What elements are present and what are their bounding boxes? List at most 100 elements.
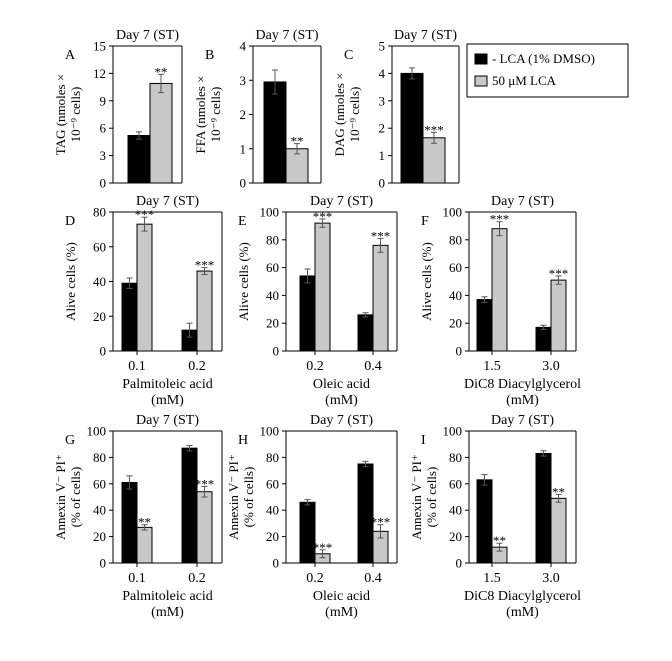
panel-title: Day 7 (ST) bbox=[394, 28, 457, 43]
panel-a: Day 7 (ST) A 0 3 6 9 12 15 TAG (nmoles ×10⁻⁹ cel… bbox=[53, 28, 183, 191]
panel-letter: B bbox=[205, 48, 214, 63]
bar-lca-plus bbox=[149, 82, 173, 184]
x-axis-label: Palmitoleic acid bbox=[122, 589, 213, 604]
x-tick-label: 0.4 bbox=[364, 359, 382, 374]
panel-i: Day 7 (ST) I 0 20 40 60 80 100 Annexin V⁻ PI⁺(% … bbox=[409, 413, 581, 620]
x-axis-label: (mM) bbox=[151, 605, 184, 620]
y-axis-label-line: Annexin V⁻ PI⁺ bbox=[53, 454, 68, 540]
significance-label: *** bbox=[490, 212, 510, 227]
x-tick-label: 0.1 bbox=[128, 359, 146, 374]
y-tick-label: 6 bbox=[100, 121, 107, 136]
panel-letter: E bbox=[238, 214, 247, 229]
y-axis-label-line: 10⁻⁹ cells) bbox=[208, 87, 223, 143]
y-tick-label: 80 bbox=[449, 232, 462, 247]
y-axis-label: DAG (nmoles ×10⁻⁹ cells) bbox=[332, 73, 362, 157]
y-axis-label: Alive cells (%) bbox=[236, 242, 251, 321]
y-tick-label: 40 bbox=[93, 274, 106, 289]
y-tick-label: 80 bbox=[93, 450, 106, 465]
significance-label: *** bbox=[135, 207, 155, 222]
y-tick-label: 20 bbox=[93, 529, 106, 544]
y-tick-label: 4 bbox=[240, 39, 247, 54]
significance-label: *** bbox=[195, 258, 215, 273]
y-tick-label: 5 bbox=[379, 39, 386, 54]
bar-lca-plus bbox=[136, 526, 153, 564]
y-tick-label: 80 bbox=[93, 205, 106, 220]
panel-letter: A bbox=[65, 48, 76, 63]
panel-e: Day 7 (ST) E 0 20 40 60 80 100 Alive cells (%) **… bbox=[236, 194, 398, 408]
bar-lca-plus bbox=[196, 270, 213, 352]
x-axis-label: (mM) bbox=[325, 605, 358, 620]
y-axis-label-line: 10⁻⁹ cells) bbox=[347, 87, 362, 143]
y-axis-label-line: DAG (nmoles × bbox=[332, 73, 347, 157]
y-tick-label: 0 bbox=[456, 344, 463, 359]
y-tick-label: 20 bbox=[266, 529, 279, 544]
significance-label: *** bbox=[549, 266, 569, 281]
y-tick-label: 4 bbox=[379, 66, 386, 81]
y-tick-label: 20 bbox=[266, 316, 279, 331]
bar-lca-minus bbox=[357, 463, 374, 564]
legend-label-lca-minus: - LCA (1% DMSO) bbox=[492, 51, 595, 66]
significance-label: ** bbox=[138, 515, 151, 530]
y-axis-label: Annexin V⁻ PI⁺(% of cells) bbox=[226, 454, 256, 540]
panel-c: Day 7 (ST) C 0 1 2 3 4 5 DAG (nmoles ×10⁻⁹ cells… bbox=[332, 28, 460, 191]
y-tick-label: 40 bbox=[266, 503, 279, 518]
y-axis-label-line: Alive cells (%) bbox=[236, 242, 251, 321]
y-axis-label-line: Alive cells (%) bbox=[419, 242, 434, 321]
x-tick-label: 0.2 bbox=[188, 359, 206, 374]
bar-lca-minus bbox=[476, 479, 493, 564]
y-tick-label: 60 bbox=[449, 260, 462, 275]
bar-lca-plus bbox=[422, 137, 446, 184]
y-tick-label: 40 bbox=[93, 503, 106, 518]
bar-lca-minus bbox=[181, 447, 198, 564]
y-axis-label-line: 10⁻⁹ cells) bbox=[68, 87, 83, 143]
y-tick-label: 15 bbox=[93, 39, 106, 54]
panel-title: Day 7 (ST) bbox=[491, 413, 554, 428]
panel-letter: I bbox=[421, 433, 426, 448]
y-axis-label-line: (% of cells) bbox=[241, 467, 256, 528]
x-tick-label: 0.1 bbox=[128, 571, 146, 586]
bar-lca-plus bbox=[491, 228, 508, 352]
y-tick-label: 40 bbox=[449, 503, 462, 518]
y-tick-label: 100 bbox=[443, 424, 463, 439]
y-tick-label: 0 bbox=[100, 176, 107, 191]
y-axis-label: Alive cells (%) bbox=[63, 242, 78, 321]
panel-title: Day 7 (ST) bbox=[116, 28, 179, 43]
y-tick-label: 80 bbox=[449, 450, 462, 465]
legend-swatch-lca-plus bbox=[474, 75, 488, 87]
bar-lca-minus bbox=[535, 452, 552, 564]
legend-box bbox=[466, 43, 629, 98]
x-tick-label: 1.5 bbox=[483, 359, 501, 374]
significance-label: ** bbox=[291, 134, 304, 149]
y-tick-label: 0 bbox=[273, 556, 280, 571]
y-axis-label: Alive cells (%) bbox=[419, 242, 434, 321]
x-tick-label: 0.2 bbox=[188, 571, 206, 586]
bar-lca-plus bbox=[550, 497, 567, 564]
y-tick-label: 0 bbox=[456, 556, 463, 571]
x-tick-label: 0.2 bbox=[306, 571, 324, 586]
y-tick-label: 60 bbox=[93, 239, 106, 254]
x-axis-label: (mM) bbox=[506, 393, 539, 408]
significance-label: ** bbox=[155, 64, 168, 79]
y-tick-label: 3 bbox=[379, 93, 386, 108]
bar-lca-plus bbox=[314, 222, 331, 352]
panel-h: Day 7 (ST) H 0 20 40 60 80 100 Annexin V⁻ PI⁺(% … bbox=[226, 413, 398, 620]
bar-lca-minus bbox=[357, 314, 374, 352]
panel-title: Day 7 (ST) bbox=[310, 194, 373, 209]
bar-lca-minus bbox=[476, 299, 493, 352]
y-tick-label: 40 bbox=[449, 288, 462, 303]
panel-g: Day 7 (ST) G 0 20 40 60 80 100 Annexin V⁻ PI⁺(% … bbox=[53, 413, 223, 620]
bar-lca-minus bbox=[121, 282, 138, 352]
y-tick-label: 0 bbox=[273, 344, 280, 359]
bar-lca-minus bbox=[121, 481, 138, 564]
y-tick-label: 60 bbox=[93, 476, 106, 491]
y-axis-label-line: (% of cells) bbox=[68, 467, 83, 528]
x-tick-label: 0.2 bbox=[306, 359, 324, 374]
y-tick-label: 100 bbox=[260, 424, 280, 439]
significance-label: *** bbox=[195, 476, 215, 491]
significance-label: *** bbox=[371, 515, 391, 530]
significance-label: *** bbox=[371, 228, 391, 243]
y-axis-label-line: Annexin V⁻ PI⁺ bbox=[409, 454, 424, 540]
y-tick-label: 1 bbox=[240, 141, 247, 156]
